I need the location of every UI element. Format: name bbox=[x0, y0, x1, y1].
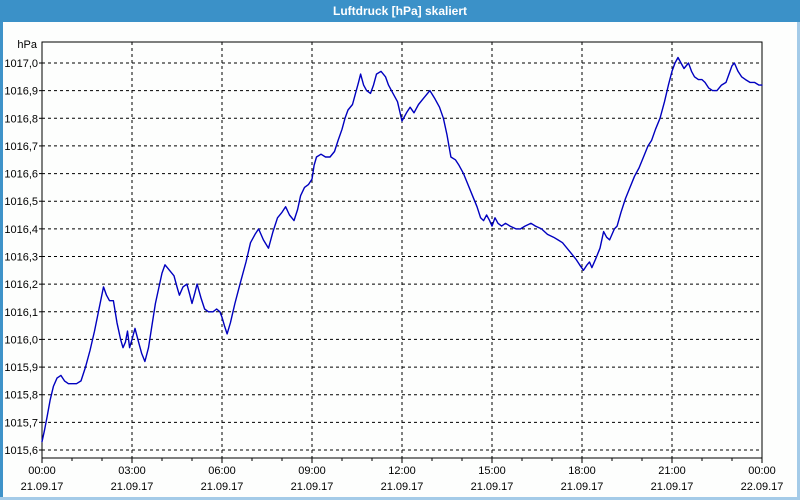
pressure-chart: 1015,6 1015,7 1015,8 1015,9 1016,0 1016,1 1016… bbox=[0, 22, 800, 500]
y-axis-tick-label: 1016,9 bbox=[4, 86, 38, 98]
chart-area: 1015,6 1015,7 1015,8 1015,9 1016,0 1016,1 1016… bbox=[0, 22, 800, 500]
y-axis-tick-label: 1016,2 bbox=[4, 279, 38, 291]
window-frame-right bbox=[797, 22, 800, 500]
plot-border bbox=[41, 41, 763, 459]
y-axis-tick-label: 1016,4 bbox=[4, 224, 38, 236]
window-frame-bottom bbox=[0, 497, 800, 500]
y-axis-tick-label: 1015,9 bbox=[4, 362, 38, 374]
x-axis-date-label: 21.09.17 bbox=[381, 481, 424, 493]
x-axis-time-label: 00:00 bbox=[748, 465, 776, 477]
chart-title: Luftdruck [hPa] skaliert bbox=[332, 4, 468, 18]
x-axis-time-label: 12:00 bbox=[388, 465, 416, 477]
y-axis-tick-label: 1015,7 bbox=[4, 417, 38, 429]
y-axis-tick-label: 1016,1 bbox=[4, 307, 38, 319]
x-axis-date-label: 21.09.17 bbox=[561, 481, 604, 493]
y-axis-unit-label: hPa bbox=[17, 39, 37, 51]
x-axis-time-label: 15:00 bbox=[478, 465, 506, 477]
y-axis-tick-label: 1016,6 bbox=[4, 169, 38, 181]
y-axis-tick-label: 1017,0 bbox=[4, 58, 38, 70]
chart-background bbox=[0, 22, 800, 500]
x-axis-date-label: 21.09.17 bbox=[111, 481, 154, 493]
x-axis-date-label: 22.09.17 bbox=[741, 481, 784, 493]
x-axis-time-label: 18:00 bbox=[568, 465, 596, 477]
y-axis-tick-label: 1015,6 bbox=[4, 445, 38, 457]
x-axis-time-label: 00:00 bbox=[28, 465, 56, 477]
y-axis-tick-label: 1016,7 bbox=[4, 141, 38, 153]
chart-titlebar[interactable]: Luftdruck [hPa] skaliert bbox=[0, 0, 800, 22]
x-axis-date-label: 21.09.17 bbox=[471, 481, 514, 493]
x-axis-date-label: 21.09.17 bbox=[291, 481, 334, 493]
x-axis-time-label: 03:00 bbox=[118, 465, 146, 477]
x-axis-time-label: 21:00 bbox=[658, 465, 686, 477]
x-axis-date-label: 21.09.17 bbox=[201, 481, 244, 493]
pressure-line bbox=[41, 56, 763, 443]
window-frame-left bbox=[0, 22, 3, 500]
x-axis-date-label: 21.09.17 bbox=[651, 481, 694, 493]
y-axis-tick-label: 1015,8 bbox=[4, 390, 38, 402]
y-axis-tick-label: 1016,0 bbox=[4, 334, 38, 346]
x-axis-time-label: 09:00 bbox=[298, 465, 326, 477]
y-axis-tick-label: 1016,5 bbox=[4, 196, 38, 208]
y-axis-tick-label: 1016,8 bbox=[4, 113, 38, 125]
x-axis-time-label: 06:00 bbox=[208, 465, 236, 477]
x-axis-date-label: 21.09.17 bbox=[21, 481, 64, 493]
y-axis-tick-label: 1016,3 bbox=[4, 252, 38, 264]
